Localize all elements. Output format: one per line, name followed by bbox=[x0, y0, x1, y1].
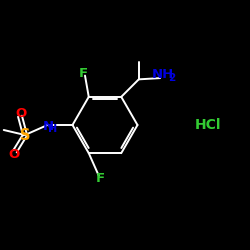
Text: N: N bbox=[43, 120, 54, 133]
Text: O: O bbox=[16, 107, 27, 120]
Text: S: S bbox=[20, 128, 30, 142]
Text: O: O bbox=[8, 148, 19, 161]
Text: F: F bbox=[96, 172, 104, 185]
Text: NH: NH bbox=[151, 68, 174, 81]
Text: H: H bbox=[48, 124, 58, 134]
Text: HCl: HCl bbox=[194, 118, 221, 132]
Text: 2: 2 bbox=[168, 72, 175, 83]
Text: F: F bbox=[79, 66, 88, 80]
